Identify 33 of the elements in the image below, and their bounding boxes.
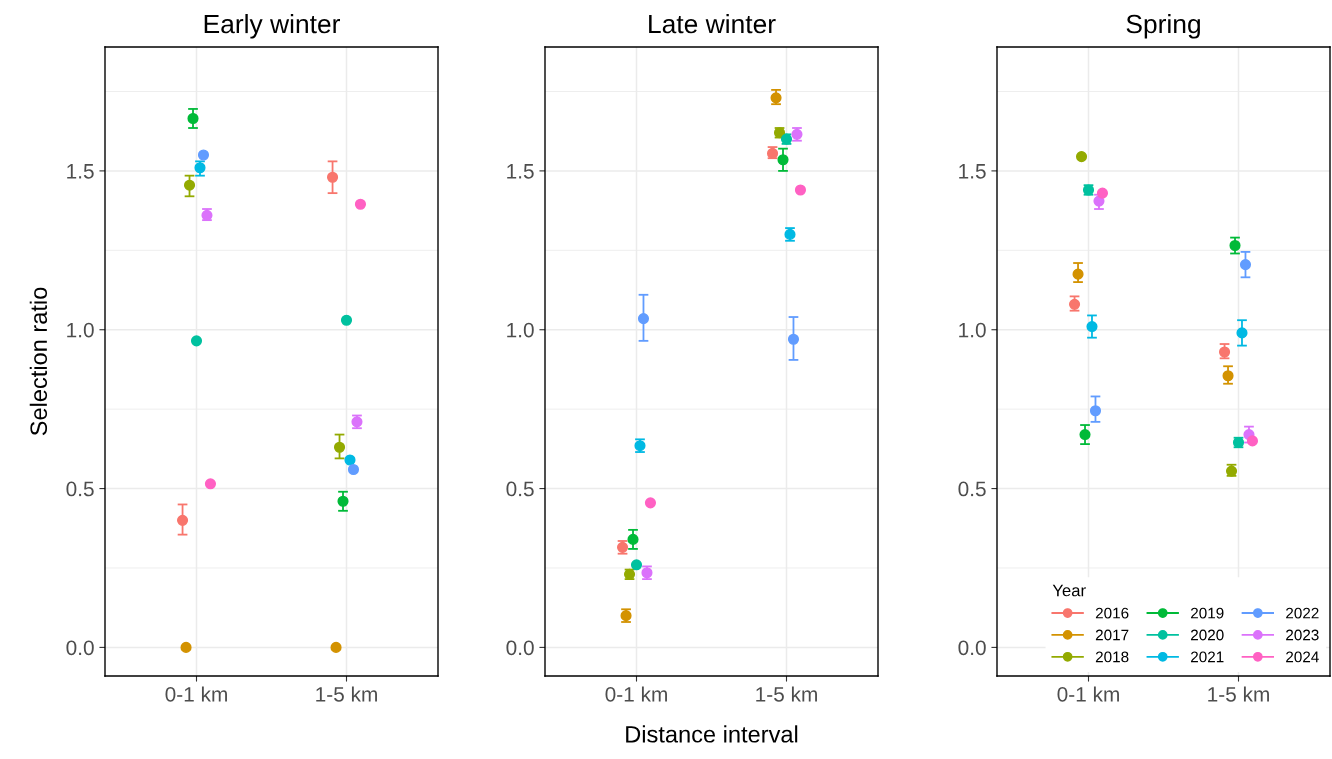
legend-label: 2021 <box>1191 651 1224 663</box>
y-tick-label: 0.0 <box>506 640 534 656</box>
x-tick-label: 0-1 km <box>1057 686 1119 702</box>
legend-label: 2024 <box>1286 651 1319 663</box>
x-axis-title: Distance interval <box>626 725 798 743</box>
legend-label: 2020 <box>1191 629 1224 641</box>
legend-label: 2023 <box>1286 629 1319 641</box>
chart-title: Spring <box>1126 13 1200 39</box>
y-tick-label: 0.0 <box>66 640 94 656</box>
y-tick-label: 1.5 <box>507 164 534 179</box>
legend-label: 2022 <box>1286 607 1319 619</box>
x-tick-label: 1-5 km <box>1208 686 1269 702</box>
y-tick-label: 1.5 <box>959 164 986 179</box>
y-tick-label: 0.5 <box>66 481 94 497</box>
x-tick-label: 1-5 km <box>756 686 817 702</box>
legend-label: 2017 <box>1095 629 1129 641</box>
y-axis-title: Selection ratio <box>29 287 48 436</box>
legend-title: Year <box>1052 584 1086 597</box>
x-tick-label: 0-1 km <box>605 686 667 702</box>
y-tick-label: 0.0 <box>958 640 986 656</box>
legend-label: 2019 <box>1191 607 1224 619</box>
chart-title: Late winter <box>649 13 776 34</box>
y-tick-label: 1.0 <box>507 322 534 338</box>
y-tick-label: 0.5 <box>506 481 534 497</box>
x-tick-label: 1-5 km <box>316 686 377 702</box>
y-tick-label: 1.0 <box>959 322 986 338</box>
y-tick-label: 1.0 <box>67 322 94 338</box>
legend-label: 2016 <box>1095 607 1129 619</box>
chart-title: Early winter <box>204 13 340 39</box>
y-tick-label: 0.5 <box>958 481 986 497</box>
x-tick-label: 0-1 km <box>165 686 227 702</box>
y-tick-label: 1.5 <box>67 164 94 179</box>
legend-label: 2018 <box>1095 651 1129 663</box>
